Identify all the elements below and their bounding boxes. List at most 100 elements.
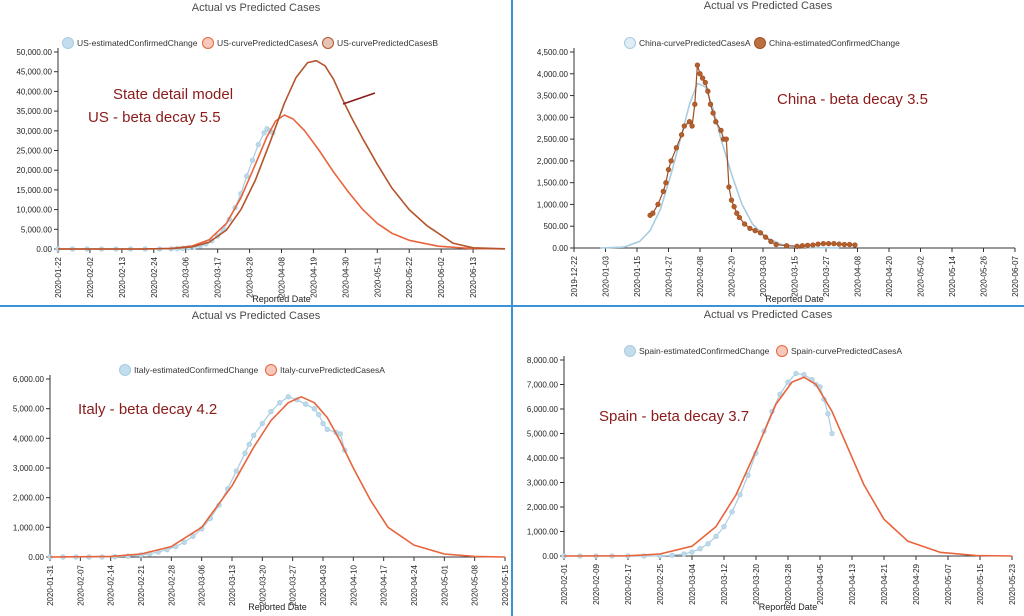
x-tick-label: 2020-04-10 [349,564,358,605]
data-point [728,197,735,203]
x-axis-label: Reported Date [248,602,307,612]
data-point [673,145,680,151]
data-point [244,173,250,179]
legend-swatch[interactable] [62,37,74,49]
legend-label: China-curvePredictedCasesA [639,38,751,48]
y-tick-label: 5,000.00 [527,430,559,439]
x-axis-label: Reported Date [765,294,824,304]
y-tick-label: 40,000.00 [16,87,52,96]
data-point [799,243,806,249]
y-tick-label: 6,000.00 [527,405,559,414]
x-tick-label: 2020-05-23 [1008,563,1017,604]
data-point [650,210,656,216]
y-tick-label: 15,000.00 [16,186,52,195]
data-point [320,420,326,427]
y-tick-label: 1,000.00 [13,523,45,532]
series-line [563,376,1013,557]
y-tick-label: 3,000.00 [527,479,559,488]
x-tick-label: 2020-04-08 [278,256,287,297]
x-tick-label: 2019-12-22 [570,255,579,296]
series-line [600,82,840,249]
y-tick-label: 3,500.00 [537,92,569,101]
x-tick-label: 2020-04-08 [854,255,863,296]
spain-chart-panel: Actual vs Predicted Cases 0.00 1,000.00 2,0… [512,308,1024,616]
x-tick-label: 2020-04-21 [880,563,889,604]
x-tick-label: 2020-04-13 [848,563,857,604]
x-tick-label: 2020-06-02 [437,256,446,297]
legend-label: Spain-curvePredictedCasesA [791,346,902,356]
x-tick-label: 2020-02-07 [76,564,85,605]
data-point [668,158,674,164]
x-tick-label: 2020-02-02 [86,256,95,297]
y-tick-label: 1,000.00 [537,200,569,209]
data-point [747,225,753,232]
data-point [686,119,693,125]
legend-label: Spain-estimatedConfirmedChange [639,346,770,356]
data-point [190,533,196,539]
data-point [773,241,779,248]
data-point [259,420,265,427]
y-tick-label: 0.00 [36,245,52,254]
chart-annotation: Italy - beta decay 4.2 [78,401,217,418]
data-point [801,372,807,378]
data-point [737,492,743,498]
data-point [689,549,695,555]
x-tick-label: 2020-02-28 [167,564,176,605]
y-tick-label: 5,000.00 [13,405,45,414]
x-tick-label: 2020-05-08 [471,564,480,605]
legend-swatch[interactable] [202,37,214,49]
series-connector-line [50,396,346,558]
data-point [731,203,737,210]
legend-swatch[interactable] [754,37,766,49]
legend-swatch[interactable] [322,37,334,49]
x-tick-label: 2020-03-06 [198,564,207,605]
data-point [285,394,291,400]
x-tick-label: 2020-02-17 [624,563,633,604]
x-tick-label: 2020-04-17 [380,564,389,605]
legend-swatch[interactable] [624,345,636,357]
data-point [762,234,769,240]
y-tick-label: 3,000.00 [537,113,569,122]
data-point [689,123,695,129]
y-tick-label: 10,000.00 [16,206,52,215]
x-tick-label: 2020-06-13 [469,256,478,297]
data-point [324,426,330,433]
x-tick-label: 2020-05-11 [373,256,382,297]
data-point [836,241,842,247]
y-tick-label: 6,000.00 [13,375,45,384]
data-point [678,132,685,138]
legend-swatch[interactable] [119,364,131,376]
y-tick-label: 500.00 [544,222,569,231]
y-tick-label: 1,000.00 [527,528,559,537]
data-point [699,75,706,81]
data-point [852,242,858,248]
data-point [261,130,267,136]
data-point [665,166,672,173]
x-tick-label: 2020-04-30 [341,256,350,297]
chart-title: Actual vs Predicted Cases [192,2,321,14]
y-tick-label: 2,000.00 [537,157,569,166]
legend-label: Italy-curvePredictedCasesA [280,365,385,375]
legend-swatch[interactable] [265,364,277,376]
x-tick-label: 2020-05-26 [980,255,989,296]
data-point [734,210,740,216]
data-point [655,201,661,208]
data-point [710,110,716,116]
data-point [825,240,832,247]
x-axis-label: Reported Date [759,602,818,612]
data-point [718,127,724,134]
x-tick-label: 2020-05-14 [948,255,957,296]
legend-swatch[interactable] [624,37,636,49]
chart-svg: Actual vs Predicted Cases 0.00 1,000.00 2,0… [13,310,510,612]
legend-swatch[interactable] [776,345,788,357]
y-tick-label: 50,000.00 [16,48,52,57]
chart-annotation: US - beta decay 5.5 [88,109,221,126]
chart-title: Actual vs Predicted Cases [704,309,833,321]
data-point [705,541,711,547]
x-tick-label: 2020-03-28 [246,256,255,297]
x-tick-label: 2020-03-17 [214,256,223,297]
chart-annotation: State detail model [113,86,233,103]
chart-svg: Actual vs Predicted Cases 0.00 5,000.00 10,… [16,2,506,304]
chart-svg: Actual vs Predicted Cases 0.00 1,000.00 2,0… [527,309,1017,612]
data-point [694,62,701,68]
